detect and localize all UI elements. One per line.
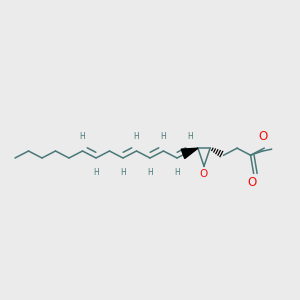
Text: H: H <box>120 168 126 177</box>
Text: H: H <box>134 132 140 141</box>
Text: H: H <box>147 168 153 177</box>
Text: O: O <box>247 176 256 189</box>
Text: O: O <box>258 130 268 143</box>
Text: O: O <box>200 169 208 179</box>
Polygon shape <box>181 148 198 158</box>
Text: H: H <box>160 132 166 141</box>
Text: H: H <box>80 132 85 141</box>
Text: H: H <box>188 132 194 141</box>
Text: H: H <box>93 168 99 177</box>
Text: H: H <box>174 168 180 177</box>
